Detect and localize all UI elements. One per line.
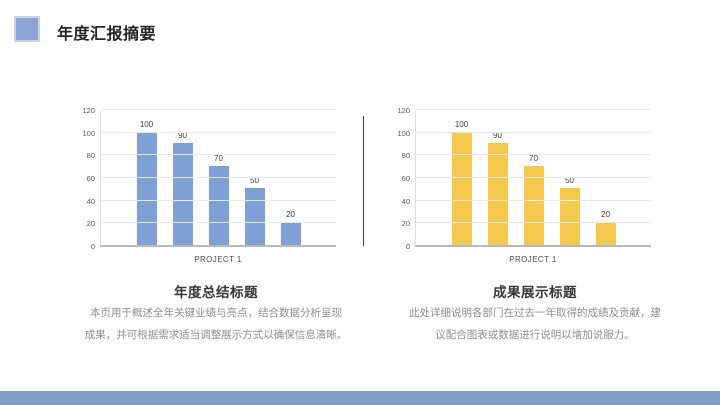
gridline [101, 154, 336, 155]
slide-title: 年度汇报摘要 [57, 26, 157, 43]
section-body-results: 此处详细说明各部门在过去一年取得的成绩及贡献，建 议配合图表或数据进行说明以增加… [399, 302, 671, 346]
bar-item: 90 [487, 131, 508, 245]
y-axis-labels: 0 20 40 60 80 100 120 [393, 107, 413, 251]
y-tick-label: 20 [401, 219, 410, 228]
bar-data-label: 70 [529, 154, 538, 163]
y-tick-label: 120 [82, 106, 95, 115]
header-accent-square [14, 16, 40, 42]
gridline [101, 109, 336, 110]
x-axis-label: PROJECT 1 [194, 255, 242, 264]
bar-data-label: 100 [139, 120, 154, 129]
y-tick-label: 120 [397, 106, 410, 115]
bar-data-label: 90 [493, 131, 502, 140]
bar [280, 222, 301, 245]
gridline [416, 109, 651, 110]
gridline [416, 177, 651, 178]
bar-item: 50 [244, 176, 265, 245]
gridline [416, 154, 651, 155]
y-tick-label: 40 [401, 197, 410, 206]
gridline [101, 222, 336, 223]
body-line: 此处详细说明各部门在过去一年取得的成绩及贡献，建 [409, 307, 661, 319]
bar [487, 143, 508, 245]
bar [559, 188, 580, 245]
gridline [101, 200, 336, 201]
bar-data-label: 90 [178, 131, 187, 140]
bar-item: 20 [595, 210, 616, 245]
section-heading-results: 成果展示标题 [493, 285, 577, 300]
y-tick-label: 60 [86, 174, 95, 183]
gridline [101, 177, 336, 178]
gridline [101, 132, 336, 133]
chart-plot-area: 100 90 70 50 20 [100, 109, 336, 247]
y-tick-label: 100 [82, 129, 95, 138]
gridline [416, 132, 651, 133]
bar-data-label: 20 [601, 210, 610, 219]
bar-chart-annual-summary: 0 20 40 60 80 100 120 100 90 70 50 20 PROJECT 1 [78, 107, 336, 267]
y-tick-label: 0 [405, 242, 410, 251]
gridline [416, 200, 651, 201]
y-tick-label: 100 [397, 129, 410, 138]
bar [208, 166, 229, 245]
y-tick-label: 80 [401, 151, 410, 160]
bar-item: 100 [136, 120, 157, 245]
chart-plot-area: 100 90 70 50 20 [415, 109, 651, 247]
bar-item: 70 [523, 154, 544, 245]
y-tick-label: 0 [90, 242, 95, 251]
bar [451, 132, 472, 245]
footer-bar [0, 391, 720, 405]
y-tick-label: 20 [86, 219, 95, 228]
bar [172, 143, 193, 245]
bar-data-label: 50 [565, 176, 574, 185]
divider-line [363, 116, 364, 246]
body-line: 议配合图表或数据进行说明以增加说服力。 [435, 329, 635, 341]
bar-data-label: 100 [454, 120, 469, 129]
bar-item: 70 [208, 154, 229, 245]
bar [244, 188, 265, 245]
bar-data-label: 50 [250, 176, 259, 185]
body-line: 本页用于概述全年关键业绩与亮点，结合数据分析呈现 [90, 307, 342, 319]
body-line: 成果，并可根据需求适当调整展示方式以确保信息清晰。 [84, 329, 348, 341]
bar-item: 90 [172, 131, 193, 245]
bar-data-label: 70 [214, 154, 223, 163]
gridline [416, 222, 651, 223]
bar-item: 50 [559, 176, 580, 245]
bar-item: 100 [451, 120, 472, 245]
y-axis-labels: 0 20 40 60 80 100 120 [78, 107, 98, 251]
bar-chart-results: 0 20 40 60 80 100 120 100 90 70 50 20 PROJECT 1 [393, 107, 651, 267]
section-body-annual-summary: 本页用于概述全年关键业绩与亮点，结合数据分析呈现 成果，并可根据需求适当调整展示… [80, 302, 352, 346]
bar-data-label: 20 [286, 210, 295, 219]
section-heading-annual-summary: 年度总结标题 [174, 285, 258, 300]
bar [136, 132, 157, 245]
chart-bars: 100 90 70 50 20 [416, 111, 651, 245]
y-tick-label: 40 [86, 197, 95, 206]
bar [595, 222, 616, 245]
x-axis-label: PROJECT 1 [509, 255, 557, 264]
chart-bars: 100 90 70 50 20 [101, 111, 336, 245]
y-tick-label: 60 [401, 174, 410, 183]
y-tick-label: 80 [86, 151, 95, 160]
bar-item: 20 [280, 210, 301, 245]
bar [523, 166, 544, 245]
